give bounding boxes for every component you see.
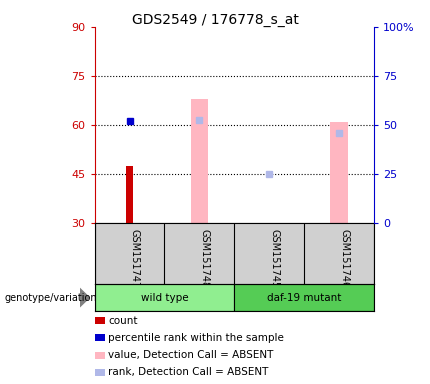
Text: GSM151745: GSM151745 (269, 229, 280, 288)
Text: GSM151746: GSM151746 (339, 229, 349, 288)
Text: GSM151748: GSM151748 (200, 229, 209, 288)
Text: GSM151747: GSM151747 (129, 229, 140, 288)
Text: genotype/variation: genotype/variation (4, 293, 97, 303)
Text: rank, Detection Call = ABSENT: rank, Detection Call = ABSENT (108, 367, 269, 377)
Bar (234, 284, 374, 311)
Bar (330, 122, 348, 223)
Text: percentile rank within the sample: percentile rank within the sample (108, 333, 284, 343)
Text: value, Detection Call = ABSENT: value, Detection Call = ABSENT (108, 350, 274, 360)
Bar (126, 166, 133, 223)
Polygon shape (80, 287, 90, 308)
Bar (190, 99, 208, 223)
Text: wild type: wild type (141, 293, 188, 303)
Text: GDS2549 / 176778_s_at: GDS2549 / 176778_s_at (132, 13, 298, 27)
Text: count: count (108, 316, 138, 326)
Text: daf-19 mutant: daf-19 mutant (267, 293, 341, 303)
Bar (95, 284, 234, 311)
